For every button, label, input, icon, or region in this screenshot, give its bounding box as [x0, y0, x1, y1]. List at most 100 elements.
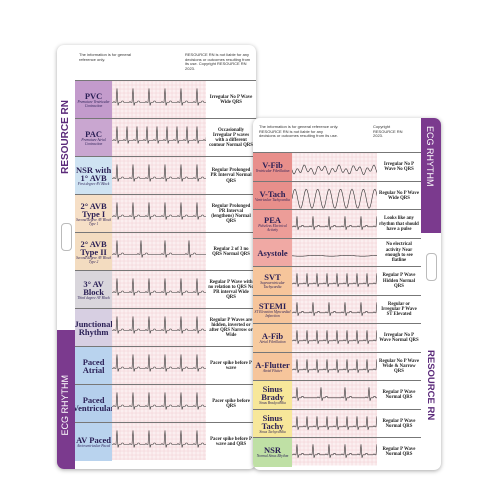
rhythm-row: Paced Ventricular Pacer spike before QRS [75, 384, 256, 423]
rhythm-description: Occasionally Irregular P waves with a di… [206, 119, 256, 157]
ecg-strip [112, 423, 207, 460]
rhythm-description: Regular Prolonged PR Interval (lengthens… [206, 195, 256, 233]
ecg-strip [112, 347, 207, 384]
rhythm-subtitle: Second degree AV Block Type 1 [76, 218, 112, 226]
rhythm-description: Regular P Wave Normal QRS [376, 409, 421, 438]
rhythm-name-cell: Sinus Tachy Sinus Tachycardia [253, 409, 293, 438]
rhythm-subtitle: Third degree AV Block [77, 296, 110, 300]
rhythm-description: Pacer spike before QRS [206, 385, 256, 423]
rhythm-description: Regular or Irregular P Wave ST Elevated [376, 295, 421, 324]
rhythm-subtitle: Ventricular Tachycardia [255, 197, 290, 202]
rhythm-name: SVT [264, 272, 281, 283]
rhythm-name: PEA [264, 215, 282, 226]
rhythm-subtitle: Atrial Fibrillation [259, 340, 286, 345]
slot-hole [61, 223, 72, 251]
rhythm-name: STEMI [258, 300, 287, 311]
slot-hole [426, 253, 437, 281]
disclaimer: RESOURCE RN is not liable for any decisi… [185, 52, 251, 71]
left-card: The information is for general reference… [57, 45, 256, 469]
rhythm-subtitle: Sinus Bradycardia [259, 401, 286, 406]
ecg-strip [292, 210, 377, 238]
rhythm-name: Junctional Rhythm [75, 319, 113, 337]
rhythm-description: Irregular No P Wave Wide QRS [206, 81, 256, 119]
brand: RESOURCE RN [425, 350, 436, 421]
rhythm-name: V-Tach [259, 188, 286, 199]
rhythm-name: V-Fib [262, 160, 283, 171]
rhythm-name-cell: Asystole [253, 238, 293, 267]
rhythm-name: Asystole [257, 247, 288, 258]
rhythm-name-cell: NSR Normal Sinus Rhythm [253, 438, 293, 467]
rhythm-name: A-Flutter [255, 359, 290, 370]
ecg-strip [292, 295, 377, 323]
rhythm-description: Irregular No P Wave Normal QRS [376, 324, 421, 353]
rhythm-row: V-Fib Ventricular Fibrillation Irregular N… [253, 152, 421, 182]
ecg-strip [292, 181, 377, 209]
rhythm-name-cell: PEA Pulseless Electrical Activity [253, 210, 293, 239]
rhythm-name: 3° AV Block [83, 279, 104, 297]
rhythm-row: PVC Premature Ventricular Contraction Irre… [75, 80, 256, 119]
rhythm-name-cell: A-Flutter Atrial Flutter [253, 352, 293, 381]
ecg-strip [292, 352, 377, 380]
rhythm-row: A-Flutter Atrial Flutter Regular No P Wave… [253, 351, 421, 381]
ecg-strip [292, 409, 377, 437]
rhythm-subtitle: Atrioventricular Paced [76, 444, 111, 448]
rhythm-name: NSR with 1° AVB [75, 165, 112, 183]
ecg-strip [292, 153, 377, 181]
rhythm-row: Sinus Brady Sinus Bradycardia Regular P Wa… [253, 380, 421, 410]
rhythm-row: NSR Normal Sinus Rhythm Regular P Wave Nor… [253, 437, 421, 467]
rhythm-name: 2° AVB Type I [80, 201, 107, 219]
rhythm-description: Pacer spike before P wave [206, 347, 256, 385]
right-card: The information is for general reference… [253, 118, 441, 470]
rhythm-name-cell: PVC Premature Ventricular Contraction [75, 81, 113, 119]
rhythm-name-cell: Paced Ventricular [75, 385, 113, 423]
rhythm-subtitle: Supraventricular Tachycardia [260, 281, 285, 290]
rhythm-row: AV Paced Atrioventricular Paced Pacer spik… [75, 422, 256, 461]
rhythm-name-cell: NSR with 1° AVB First degree AV Block [75, 157, 113, 195]
rhythm-description: Regular Prolonged PR Interval Normal QRS [206, 157, 256, 195]
rhythm-name-cell: V-Tach Ventricular Tachycardia [253, 181, 293, 210]
rhythm-row: PAC Premature Atrial Contraction Occasiona… [75, 118, 256, 157]
rhythm-name: PAC [85, 129, 102, 139]
rhythm-description: Regular No P Wave Wide & Narrow QRS [376, 352, 421, 381]
rhythm-description: Regular No P Wave Wide QRS [376, 181, 421, 210]
rhythm-row: NSR with 1° AVB First degree AV Block Regu… [75, 156, 256, 195]
rhythm-description: Regular P Wave with no relation to QRS N… [206, 271, 256, 309]
rhythm-row: V-Tach Ventricular Tachycardia Regular No … [253, 180, 421, 210]
ecg-strip [112, 195, 207, 232]
rhythm-name: Sinus Brady [261, 384, 284, 403]
ecg-strip [112, 119, 207, 156]
rhythm-name-cell: PAC Premature Atrial Contraction [75, 119, 113, 157]
tab-label: ECG RHYTHM [60, 375, 70, 436]
rhythm-subtitle: Ventricular Fibrillation [255, 169, 290, 174]
rhythm-subtitle: Second degree AV Block Type 2 [76, 256, 112, 264]
rhythm-row: Paced Atrial Pacer spike before P wave [75, 346, 256, 385]
rhythm-row: SVT Supraventricular Tachycardia Regular P… [253, 266, 421, 296]
ecg-strip [112, 309, 207, 346]
rhythm-subtitle: Normal Sinus Rhythm [256, 454, 289, 459]
rhythm-row: PEA Pulseless Electrical Activity Looks li… [253, 209, 421, 239]
tab-label: ECG RHYTHM [425, 126, 435, 187]
rhythm-description: Regular P Wave Hidden Normal QRS [376, 267, 421, 296]
rhythm-row: 2° AVB Type I Second degree AV Block Type… [75, 194, 256, 233]
rhythm-subtitle: Atrial Flutter [262, 368, 283, 373]
ecg-strip [292, 438, 377, 466]
brand: RESOURCE RN [60, 100, 71, 174]
rhythm-name: A-Fib [261, 331, 284, 342]
rhythm-description: Regular P Wave Normal QRS [376, 438, 421, 467]
rhythm-description: Pacer spike before P wave and QRS [206, 423, 256, 461]
rhythm-description: Regular P Wave Normal QRS [376, 381, 421, 410]
rhythm-name: NSR [264, 445, 282, 456]
rhythm-subtitle: Pulseless Electrical Activity [258, 224, 287, 233]
rhythm-name-cell: A-Fib Atrial Fibrillation [253, 324, 293, 353]
rhythm-row: Sinus Tachy Sinus Tachycardia Regular P Wa… [253, 408, 421, 438]
rhythm-subtitle: Premature Atrial Contraction [81, 138, 106, 146]
rhythm-name-cell: V-Fib Ventricular Fibrillation [253, 153, 293, 182]
ecg-strip [292, 238, 377, 266]
rhythm-subtitle: First degree AV Block [77, 182, 110, 186]
rhythm-name: PVC [84, 91, 103, 101]
rhythm-row: 3° AV Block Third degree AV Block Regular … [75, 270, 256, 309]
rhythm-name-cell: Paced Atrial [75, 347, 113, 385]
rhythm-name-cell: STEMI ST Elevation Myocardial Infarction [253, 295, 293, 324]
rhythm-name: Paced Ventricular [75, 395, 112, 413]
